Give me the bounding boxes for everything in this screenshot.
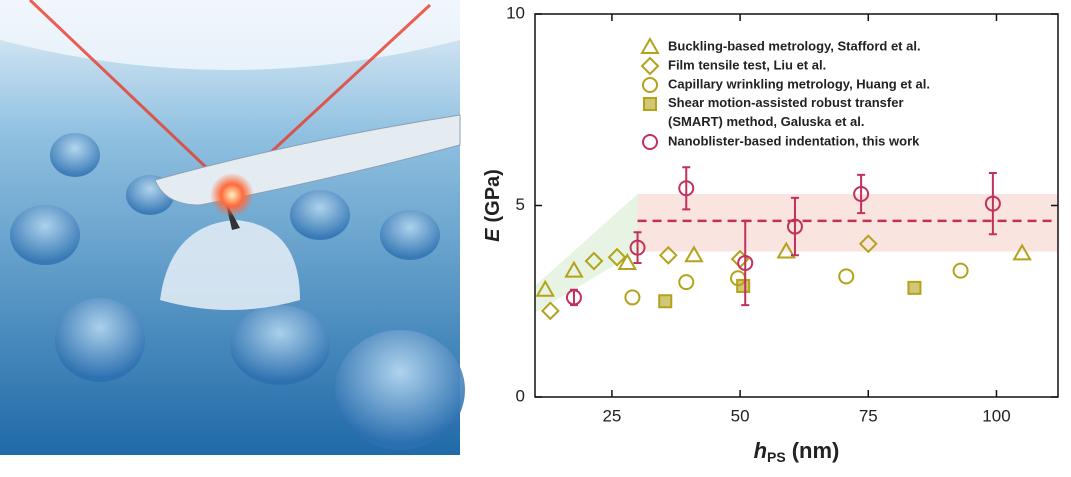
band bbox=[637, 194, 1058, 252]
x-label-subscript: PS bbox=[767, 449, 786, 465]
marker bbox=[907, 280, 922, 295]
error-bar bbox=[741, 219, 750, 307]
error-bar bbox=[682, 166, 691, 211]
marker bbox=[786, 218, 803, 235]
trend-band bbox=[535, 194, 638, 313]
x-axis-label: hPS (nm) bbox=[754, 438, 840, 465]
y-tick-label: 10 bbox=[506, 3, 525, 22]
marker bbox=[624, 289, 641, 306]
x-tick-label: 100 bbox=[982, 406, 1010, 425]
marker bbox=[642, 134, 658, 150]
marker bbox=[584, 251, 604, 271]
marker bbox=[535, 279, 555, 297]
marker bbox=[737, 254, 754, 271]
marker bbox=[858, 234, 878, 254]
legend-line: (SMART) method, Galuska et al. bbox=[668, 114, 864, 129]
x-tick-label: 75 bbox=[859, 406, 878, 425]
legend-label: Film tensile test, Liu et al. bbox=[668, 57, 826, 72]
illustration bbox=[0, 0, 465, 455]
y-tick-label: 5 bbox=[516, 195, 525, 214]
marker bbox=[640, 36, 660, 54]
marker bbox=[776, 241, 796, 259]
marker bbox=[643, 97, 657, 111]
marker bbox=[658, 245, 678, 265]
error-bar bbox=[790, 196, 799, 257]
marker bbox=[678, 274, 695, 291]
error-bar bbox=[857, 173, 866, 215]
x-tick-label: 25 bbox=[602, 406, 621, 425]
error-bar bbox=[988, 171, 997, 236]
legend-label: Nanoblister-based indentation, this work bbox=[668, 133, 920, 148]
legend-line: Shear motion-assisted robust transfer bbox=[668, 95, 904, 110]
marker bbox=[565, 289, 582, 306]
error-bar bbox=[633, 231, 642, 264]
y-axis-label: E (GPa) bbox=[482, 169, 504, 242]
marker bbox=[564, 260, 584, 278]
marker bbox=[640, 56, 660, 76]
chart: 0 5 10 25 50 75 100 hPS (nm) E (GPa) Buckling-based… bbox=[482, 3, 1059, 465]
legend-label: Shear motion-assisted robust transfer (SM… bbox=[668, 95, 904, 129]
y-tick-label: 0 bbox=[516, 386, 525, 405]
marker bbox=[617, 252, 638, 270]
marker bbox=[629, 239, 646, 256]
marker bbox=[984, 195, 1001, 212]
marker bbox=[853, 186, 870, 203]
y-label-symbol: E bbox=[482, 228, 504, 242]
x-label-unit: (nm) bbox=[792, 438, 840, 463]
marker bbox=[838, 268, 855, 285]
marker bbox=[658, 294, 673, 309]
x-label-symbol: h bbox=[754, 438, 767, 463]
marker bbox=[540, 301, 560, 321]
legend-label: Capillary wrinkling metrology, Huang et … bbox=[668, 76, 930, 91]
marker bbox=[678, 180, 695, 197]
legend-label: Buckling-based metrology, Stafford et al… bbox=[668, 38, 921, 53]
marker bbox=[1012, 243, 1032, 261]
marker bbox=[642, 77, 658, 93]
marker bbox=[952, 262, 969, 279]
marker bbox=[684, 245, 704, 263]
y-label-unit: (GPa) bbox=[482, 169, 504, 222]
x-tick-label: 50 bbox=[731, 406, 750, 425]
marker bbox=[607, 247, 627, 267]
marker bbox=[736, 278, 751, 293]
